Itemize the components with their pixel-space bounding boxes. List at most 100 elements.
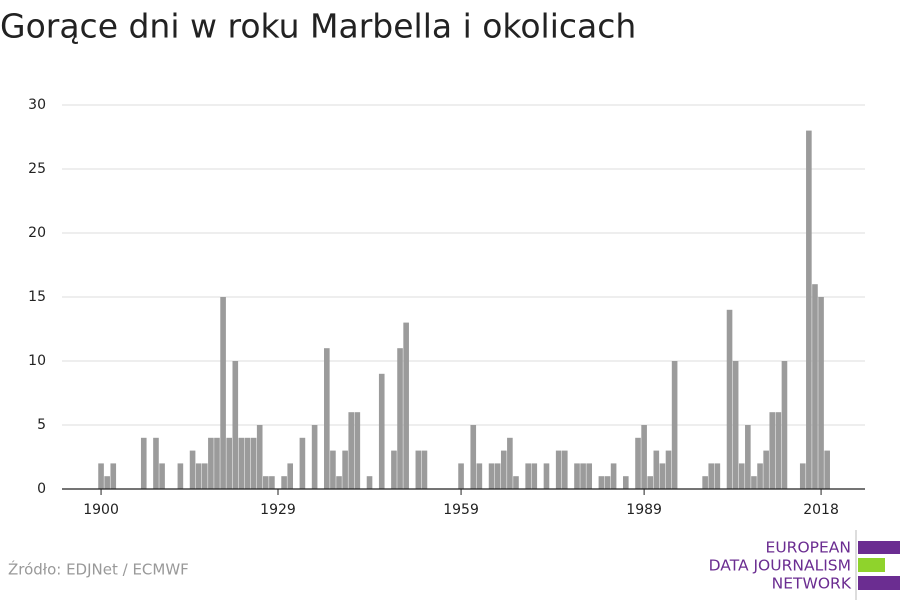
bar bbox=[232, 361, 239, 489]
bar bbox=[623, 476, 629, 489]
bar bbox=[598, 476, 605, 489]
bar bbox=[354, 412, 361, 489]
bar bbox=[561, 450, 568, 489]
bar bbox=[287, 463, 294, 489]
bar bbox=[818, 297, 824, 489]
bar bbox=[488, 463, 495, 489]
x-tick-label: 1989 bbox=[626, 502, 662, 518]
bar bbox=[189, 450, 196, 489]
bar bbox=[702, 476, 708, 489]
bar bbox=[531, 463, 538, 489]
y-tick-label: 5 bbox=[37, 417, 46, 433]
bar bbox=[763, 450, 769, 489]
bar bbox=[110, 463, 117, 489]
bar bbox=[403, 322, 409, 489]
bar bbox=[806, 130, 812, 489]
logo-bar bbox=[858, 541, 900, 554]
bar bbox=[543, 463, 550, 489]
bar bbox=[604, 476, 611, 489]
logo-bar bbox=[858, 558, 885, 572]
logo-text: DATA JOURNALISM bbox=[709, 557, 851, 575]
bar bbox=[738, 463, 745, 489]
bar bbox=[348, 412, 355, 489]
bar bbox=[208, 437, 214, 489]
bar bbox=[470, 425, 477, 489]
logo-text: EUROPEAN bbox=[766, 539, 851, 557]
bar bbox=[262, 476, 269, 489]
bar bbox=[757, 463, 763, 489]
bar bbox=[671, 361, 678, 489]
bar bbox=[641, 425, 647, 489]
x-tick-label: 1929 bbox=[260, 502, 296, 518]
bar bbox=[281, 476, 287, 489]
source: Źródło: EDJNet / ECMWF bbox=[8, 560, 189, 579]
bar bbox=[732, 361, 739, 489]
x-tick-label: 1959 bbox=[443, 502, 479, 518]
bar bbox=[153, 437, 159, 489]
y-tick-label: 15 bbox=[28, 289, 46, 305]
bar bbox=[647, 476, 654, 489]
bar bbox=[226, 437, 232, 489]
bar bbox=[799, 463, 806, 489]
bar bbox=[708, 463, 715, 489]
bar bbox=[458, 463, 464, 489]
bar bbox=[726, 309, 733, 489]
bar bbox=[177, 463, 184, 489]
bar bbox=[378, 373, 385, 489]
bar bbox=[98, 463, 104, 489]
bar bbox=[745, 425, 751, 489]
bar bbox=[220, 297, 226, 489]
bar bbox=[104, 476, 110, 489]
bar bbox=[159, 463, 165, 489]
bar bbox=[653, 450, 660, 489]
x-tick-label: 1900 bbox=[83, 502, 119, 518]
bar bbox=[336, 476, 342, 489]
bar bbox=[610, 463, 617, 489]
bar bbox=[366, 476, 373, 489]
bar bbox=[397, 348, 403, 489]
bar bbox=[195, 463, 202, 489]
bar bbox=[201, 463, 208, 489]
bar bbox=[250, 437, 257, 489]
bar bbox=[269, 476, 275, 489]
bar bbox=[256, 425, 263, 489]
y-tick-label: 25 bbox=[28, 161, 46, 177]
x-tick-label: 2018 bbox=[803, 502, 839, 518]
bar bbox=[665, 450, 672, 489]
bar bbox=[513, 476, 519, 489]
y-tick-label: 10 bbox=[28, 353, 46, 369]
bar bbox=[555, 450, 562, 489]
bar bbox=[214, 437, 220, 489]
logo-bar bbox=[858, 576, 900, 590]
bar bbox=[299, 437, 306, 489]
bar bbox=[494, 463, 501, 489]
bar bbox=[812, 284, 818, 489]
y-tick-label: 0 bbox=[37, 481, 46, 497]
bar bbox=[586, 463, 593, 489]
bar bbox=[574, 463, 580, 489]
bar bbox=[507, 437, 513, 489]
y-tick-label: 30 bbox=[28, 97, 46, 113]
bar bbox=[824, 450, 830, 489]
bar bbox=[769, 412, 776, 489]
bar bbox=[421, 450, 428, 489]
logo-text: NETWORK bbox=[772, 575, 852, 593]
chart-title: Gorące dni w roku Marbella i okolicach bbox=[0, 7, 636, 46]
bar bbox=[342, 450, 348, 489]
bar bbox=[751, 476, 757, 489]
bar bbox=[311, 425, 318, 489]
bar bbox=[525, 463, 531, 489]
bar bbox=[635, 437, 641, 489]
bar bbox=[476, 463, 483, 489]
bar bbox=[324, 348, 330, 489]
bar bbox=[500, 450, 507, 489]
y-tick-label: 20 bbox=[28, 225, 46, 241]
bar bbox=[580, 463, 586, 489]
bar bbox=[238, 437, 245, 489]
bar bbox=[781, 361, 788, 489]
bar bbox=[140, 437, 147, 489]
bar bbox=[775, 412, 782, 489]
bar bbox=[391, 450, 397, 489]
bar bbox=[330, 450, 336, 489]
